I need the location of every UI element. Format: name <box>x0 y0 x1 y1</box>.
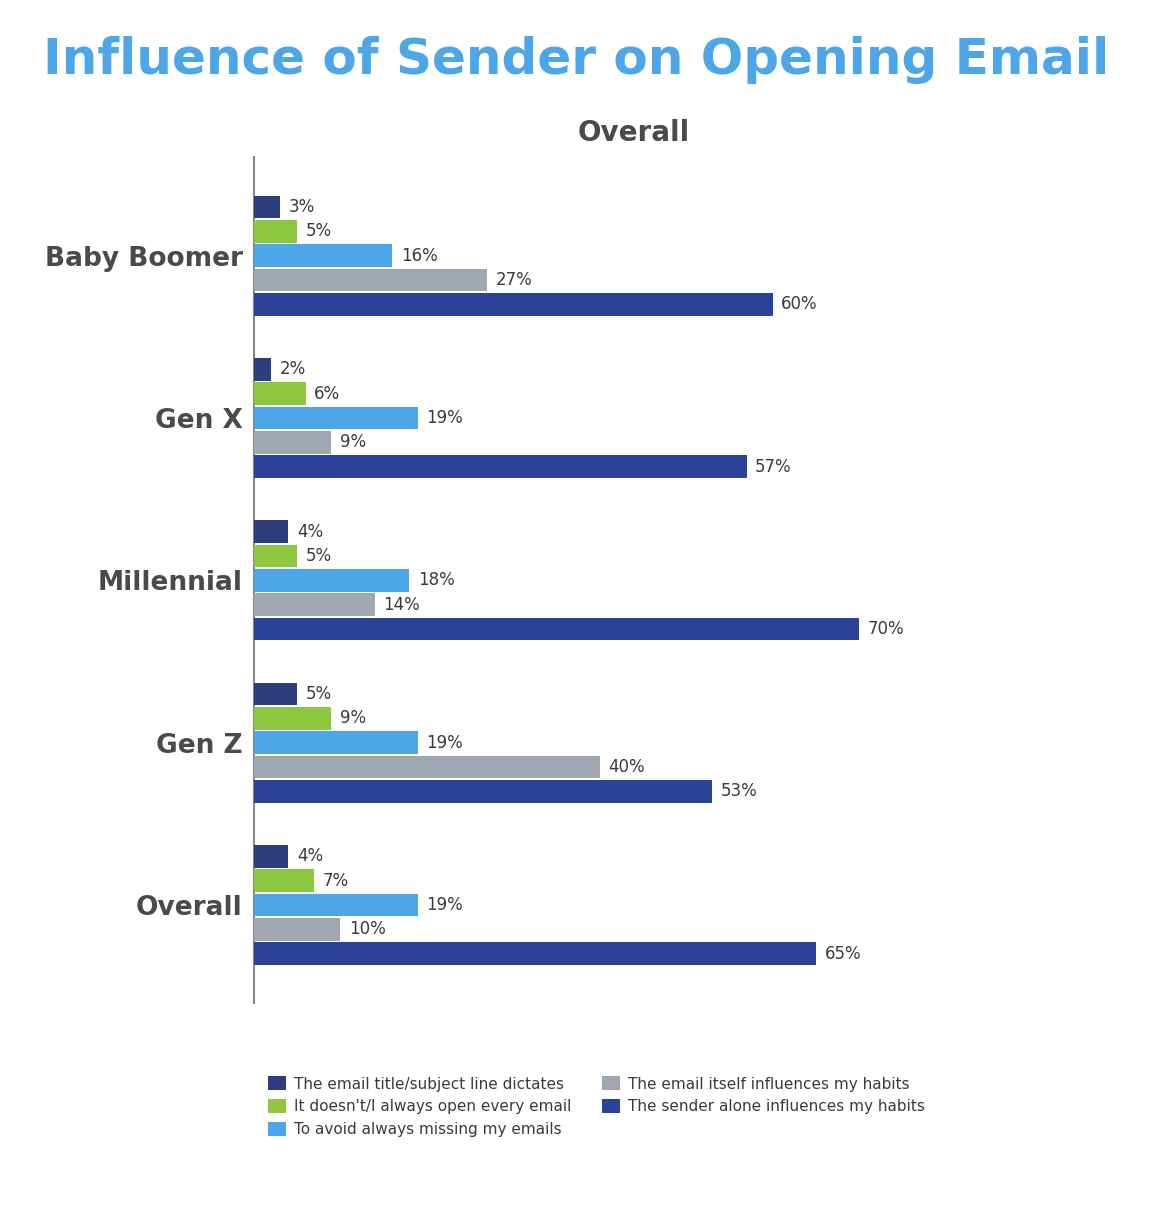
Bar <box>254 430 332 453</box>
Bar <box>254 520 288 543</box>
Legend: The email title/subject line dictates, It doesn't/I always open every email, To : The email title/subject line dictates, I… <box>262 1070 930 1143</box>
Text: 19%: 19% <box>427 409 464 427</box>
Text: 19%: 19% <box>427 896 464 914</box>
Bar <box>254 683 296 705</box>
Bar <box>254 220 296 243</box>
Bar <box>254 780 713 803</box>
Bar <box>254 731 417 754</box>
Bar <box>254 869 314 892</box>
Text: 4%: 4% <box>296 848 323 866</box>
Text: 65%: 65% <box>824 944 861 962</box>
Bar <box>254 196 280 219</box>
Bar <box>254 942 816 965</box>
Bar <box>254 358 271 381</box>
Bar <box>254 707 332 730</box>
Text: 7%: 7% <box>323 872 349 890</box>
Text: 70%: 70% <box>868 620 904 638</box>
Text: 9%: 9% <box>340 433 367 451</box>
Bar <box>254 406 417 429</box>
Text: 14%: 14% <box>383 596 420 614</box>
Title: Overall: Overall <box>578 118 691 146</box>
Bar <box>254 544 296 567</box>
Bar <box>254 569 409 591</box>
Bar <box>254 893 417 916</box>
Bar <box>254 618 859 641</box>
Text: 53%: 53% <box>721 782 758 800</box>
Text: 18%: 18% <box>417 572 454 589</box>
Text: Influence of Sender on Opening Email: Influence of Sender on Opening Email <box>44 36 1109 85</box>
Bar <box>254 382 306 405</box>
Text: 16%: 16% <box>401 247 437 265</box>
Text: 60%: 60% <box>782 295 817 313</box>
Text: 5%: 5% <box>306 222 332 241</box>
Bar <box>254 845 288 868</box>
Bar <box>254 594 375 617</box>
Text: 3%: 3% <box>288 198 315 216</box>
Bar <box>254 244 392 267</box>
Bar <box>254 456 747 478</box>
Text: 57%: 57% <box>755 458 792 475</box>
Text: 5%: 5% <box>306 546 332 565</box>
Bar <box>254 293 773 316</box>
Text: 6%: 6% <box>314 384 340 403</box>
Bar <box>254 268 488 291</box>
Text: 4%: 4% <box>296 522 323 540</box>
Text: 27%: 27% <box>496 271 533 289</box>
Bar <box>254 918 340 941</box>
Bar <box>254 756 600 779</box>
Text: 2%: 2% <box>280 360 306 378</box>
Text: 40%: 40% <box>609 758 645 776</box>
Text: 19%: 19% <box>427 734 464 752</box>
Text: 10%: 10% <box>348 920 385 938</box>
Text: 9%: 9% <box>340 710 367 728</box>
Text: 5%: 5% <box>306 686 332 702</box>
